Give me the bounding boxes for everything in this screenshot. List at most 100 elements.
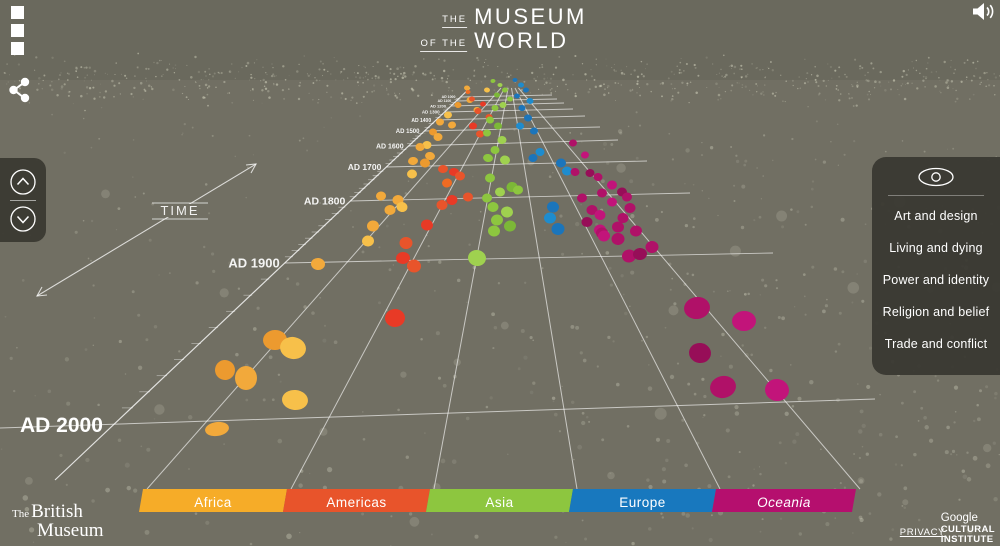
artifact-dot-asia[interactable] bbox=[507, 96, 514, 102]
artifact-dot-africa[interactable] bbox=[436, 118, 444, 126]
artifact-dot-oceania[interactable] bbox=[731, 310, 756, 332]
artifact-dot-asia[interactable] bbox=[482, 193, 493, 203]
artifact-dot-oceania[interactable] bbox=[593, 172, 603, 182]
continent-segment-africa[interactable] bbox=[139, 489, 287, 512]
artifact-dot-europe[interactable] bbox=[556, 158, 566, 168]
artifact-dot-africa[interactable] bbox=[213, 358, 236, 381]
artifact-dot-africa[interactable] bbox=[407, 156, 418, 166]
artifact-dot-europe[interactable] bbox=[515, 122, 524, 130]
artifact-dot-oceania[interactable] bbox=[570, 167, 580, 177]
artifact-dot-oceania[interactable] bbox=[629, 225, 643, 238]
google-cultural-institute-logo[interactable]: Google CULTURAL INSTITUTE bbox=[941, 512, 995, 545]
artifact-dot-asia[interactable] bbox=[503, 220, 516, 233]
artifact-dot-africa[interactable] bbox=[204, 420, 230, 437]
artifact-dot-americas[interactable] bbox=[476, 130, 484, 138]
artifact-dot-europe[interactable] bbox=[512, 77, 518, 83]
artifact-dot-americas[interactable] bbox=[420, 219, 434, 232]
privacy-link[interactable]: PRIVACY bbox=[899, 527, 945, 538]
artifact-dot-americas[interactable] bbox=[385, 308, 405, 328]
artifact-dot-oceania[interactable] bbox=[597, 229, 611, 242]
artifact-dot-africa[interactable] bbox=[376, 191, 387, 201]
artifact-dot-oceania[interactable] bbox=[632, 247, 647, 261]
artifact-dot-asia[interactable] bbox=[485, 173, 496, 183]
artifact-dot-oceania[interactable] bbox=[586, 204, 598, 216]
artifact-dot-asia[interactable] bbox=[490, 78, 496, 84]
artifact-dot-asia[interactable] bbox=[485, 116, 494, 124]
artifact-dot-oceania[interactable] bbox=[580, 151, 589, 159]
pan-down-button[interactable] bbox=[9, 205, 37, 233]
category-power-and-identity[interactable]: Power and identity bbox=[882, 273, 990, 287]
pan-up-button[interactable] bbox=[9, 168, 37, 196]
artifact-dot-europe[interactable] bbox=[546, 201, 560, 214]
artifact-dot-asia[interactable] bbox=[491, 104, 499, 112]
artifact-dot-africa[interactable] bbox=[422, 140, 432, 150]
artifact-dot-europe[interactable] bbox=[551, 222, 565, 236]
artifact-dot-americas[interactable] bbox=[438, 164, 449, 174]
artifact-dot-oceania[interactable] bbox=[763, 377, 790, 402]
artifact-dot-americas[interactable] bbox=[396, 251, 411, 265]
artifact-dot-europe[interactable] bbox=[518, 104, 526, 112]
artifact-dot-africa[interactable] bbox=[384, 205, 396, 215]
audio-toggle-button[interactable] bbox=[971, 2, 996, 24]
artifact-dot-europe[interactable] bbox=[523, 87, 530, 93]
artifact-dot-oceania[interactable] bbox=[624, 202, 636, 214]
artifact-dot-asia[interactable] bbox=[497, 135, 507, 145]
continent-segment-europe[interactable] bbox=[569, 489, 716, 512]
artifact-dot-asia[interactable] bbox=[497, 82, 503, 88]
artifact-dot-africa[interactable] bbox=[484, 87, 491, 93]
continent-segment-oceania[interactable] bbox=[712, 489, 856, 512]
artifact-dot-europe[interactable] bbox=[528, 153, 538, 163]
artifact-dot-americas[interactable] bbox=[463, 192, 474, 202]
artifact-dot-americas[interactable] bbox=[469, 122, 478, 130]
artifact-dot-americas[interactable] bbox=[455, 171, 465, 181]
artifact-dot-asia[interactable] bbox=[502, 87, 509, 93]
artifact-dot-africa[interactable] bbox=[396, 201, 408, 213]
artifact-dot-oceania[interactable] bbox=[621, 248, 637, 263]
artifact-dot-africa[interactable] bbox=[429, 128, 438, 136]
artifact-dot-oceania[interactable] bbox=[585, 168, 595, 178]
artifact-dot-europe[interactable] bbox=[526, 97, 534, 105]
artifact-dot-oceania[interactable] bbox=[606, 197, 617, 208]
artifact-dot-europe[interactable] bbox=[530, 127, 539, 135]
artifact-dot-asia[interactable] bbox=[467, 249, 487, 268]
artifact-dot-asia[interactable] bbox=[482, 153, 493, 163]
artifact-dot-asia[interactable] bbox=[494, 92, 501, 98]
artifact-dot-africa[interactable] bbox=[362, 235, 375, 247]
artifact-dot-oceania[interactable] bbox=[645, 240, 659, 254]
category-art-and-design[interactable]: Art and design bbox=[894, 209, 978, 223]
artifact-dot-africa[interactable] bbox=[424, 151, 435, 161]
artifact-dot-asia[interactable] bbox=[494, 122, 502, 130]
artifact-dot-oceania[interactable] bbox=[708, 374, 738, 401]
artifact-dot-europe[interactable] bbox=[562, 166, 572, 176]
artifact-dot-africa[interactable] bbox=[281, 389, 309, 411]
artifact-dot-oceania[interactable] bbox=[611, 232, 625, 246]
artifact-dot-oceania[interactable] bbox=[594, 209, 607, 221]
artifact-dot-europe[interactable] bbox=[514, 93, 521, 99]
artifact-dot-asia[interactable] bbox=[490, 214, 504, 227]
artifact-dot-europe[interactable] bbox=[523, 114, 532, 122]
artifact-dot-asia[interactable] bbox=[487, 201, 499, 213]
artifact-dot-africa[interactable] bbox=[235, 366, 257, 390]
artifact-dot-americas[interactable] bbox=[480, 101, 487, 107]
artifact-dot-oceania[interactable] bbox=[581, 216, 593, 228]
share-button[interactable] bbox=[8, 76, 32, 107]
artifact-dot-americas[interactable] bbox=[474, 107, 482, 115]
category-trade-and-conflict[interactable]: Trade and conflict bbox=[884, 337, 988, 351]
artifact-dot-americas[interactable] bbox=[446, 194, 458, 206]
artifact-dot-oceania[interactable] bbox=[576, 193, 588, 204]
artifact-dot-africa[interactable] bbox=[447, 121, 456, 129]
artifact-dot-asia[interactable] bbox=[501, 206, 514, 218]
artifact-dot-africa[interactable] bbox=[278, 335, 308, 362]
artifact-dot-asia[interactable] bbox=[512, 185, 524, 196]
artifact-dot-americas[interactable] bbox=[399, 236, 413, 250]
artifact-dot-oceania[interactable] bbox=[606, 180, 617, 190]
artifact-dot-asia[interactable] bbox=[499, 101, 507, 109]
artifact-dot-oceania[interactable] bbox=[621, 192, 632, 203]
artifact-dot-oceania[interactable] bbox=[617, 212, 629, 224]
artifact-dot-americas[interactable] bbox=[441, 178, 453, 189]
artifact-dot-oceania[interactable] bbox=[612, 221, 625, 233]
artifact-dot-europe[interactable] bbox=[518, 82, 524, 88]
artifact-dot-asia[interactable] bbox=[483, 129, 491, 137]
artifact-dot-americas[interactable] bbox=[465, 89, 471, 95]
